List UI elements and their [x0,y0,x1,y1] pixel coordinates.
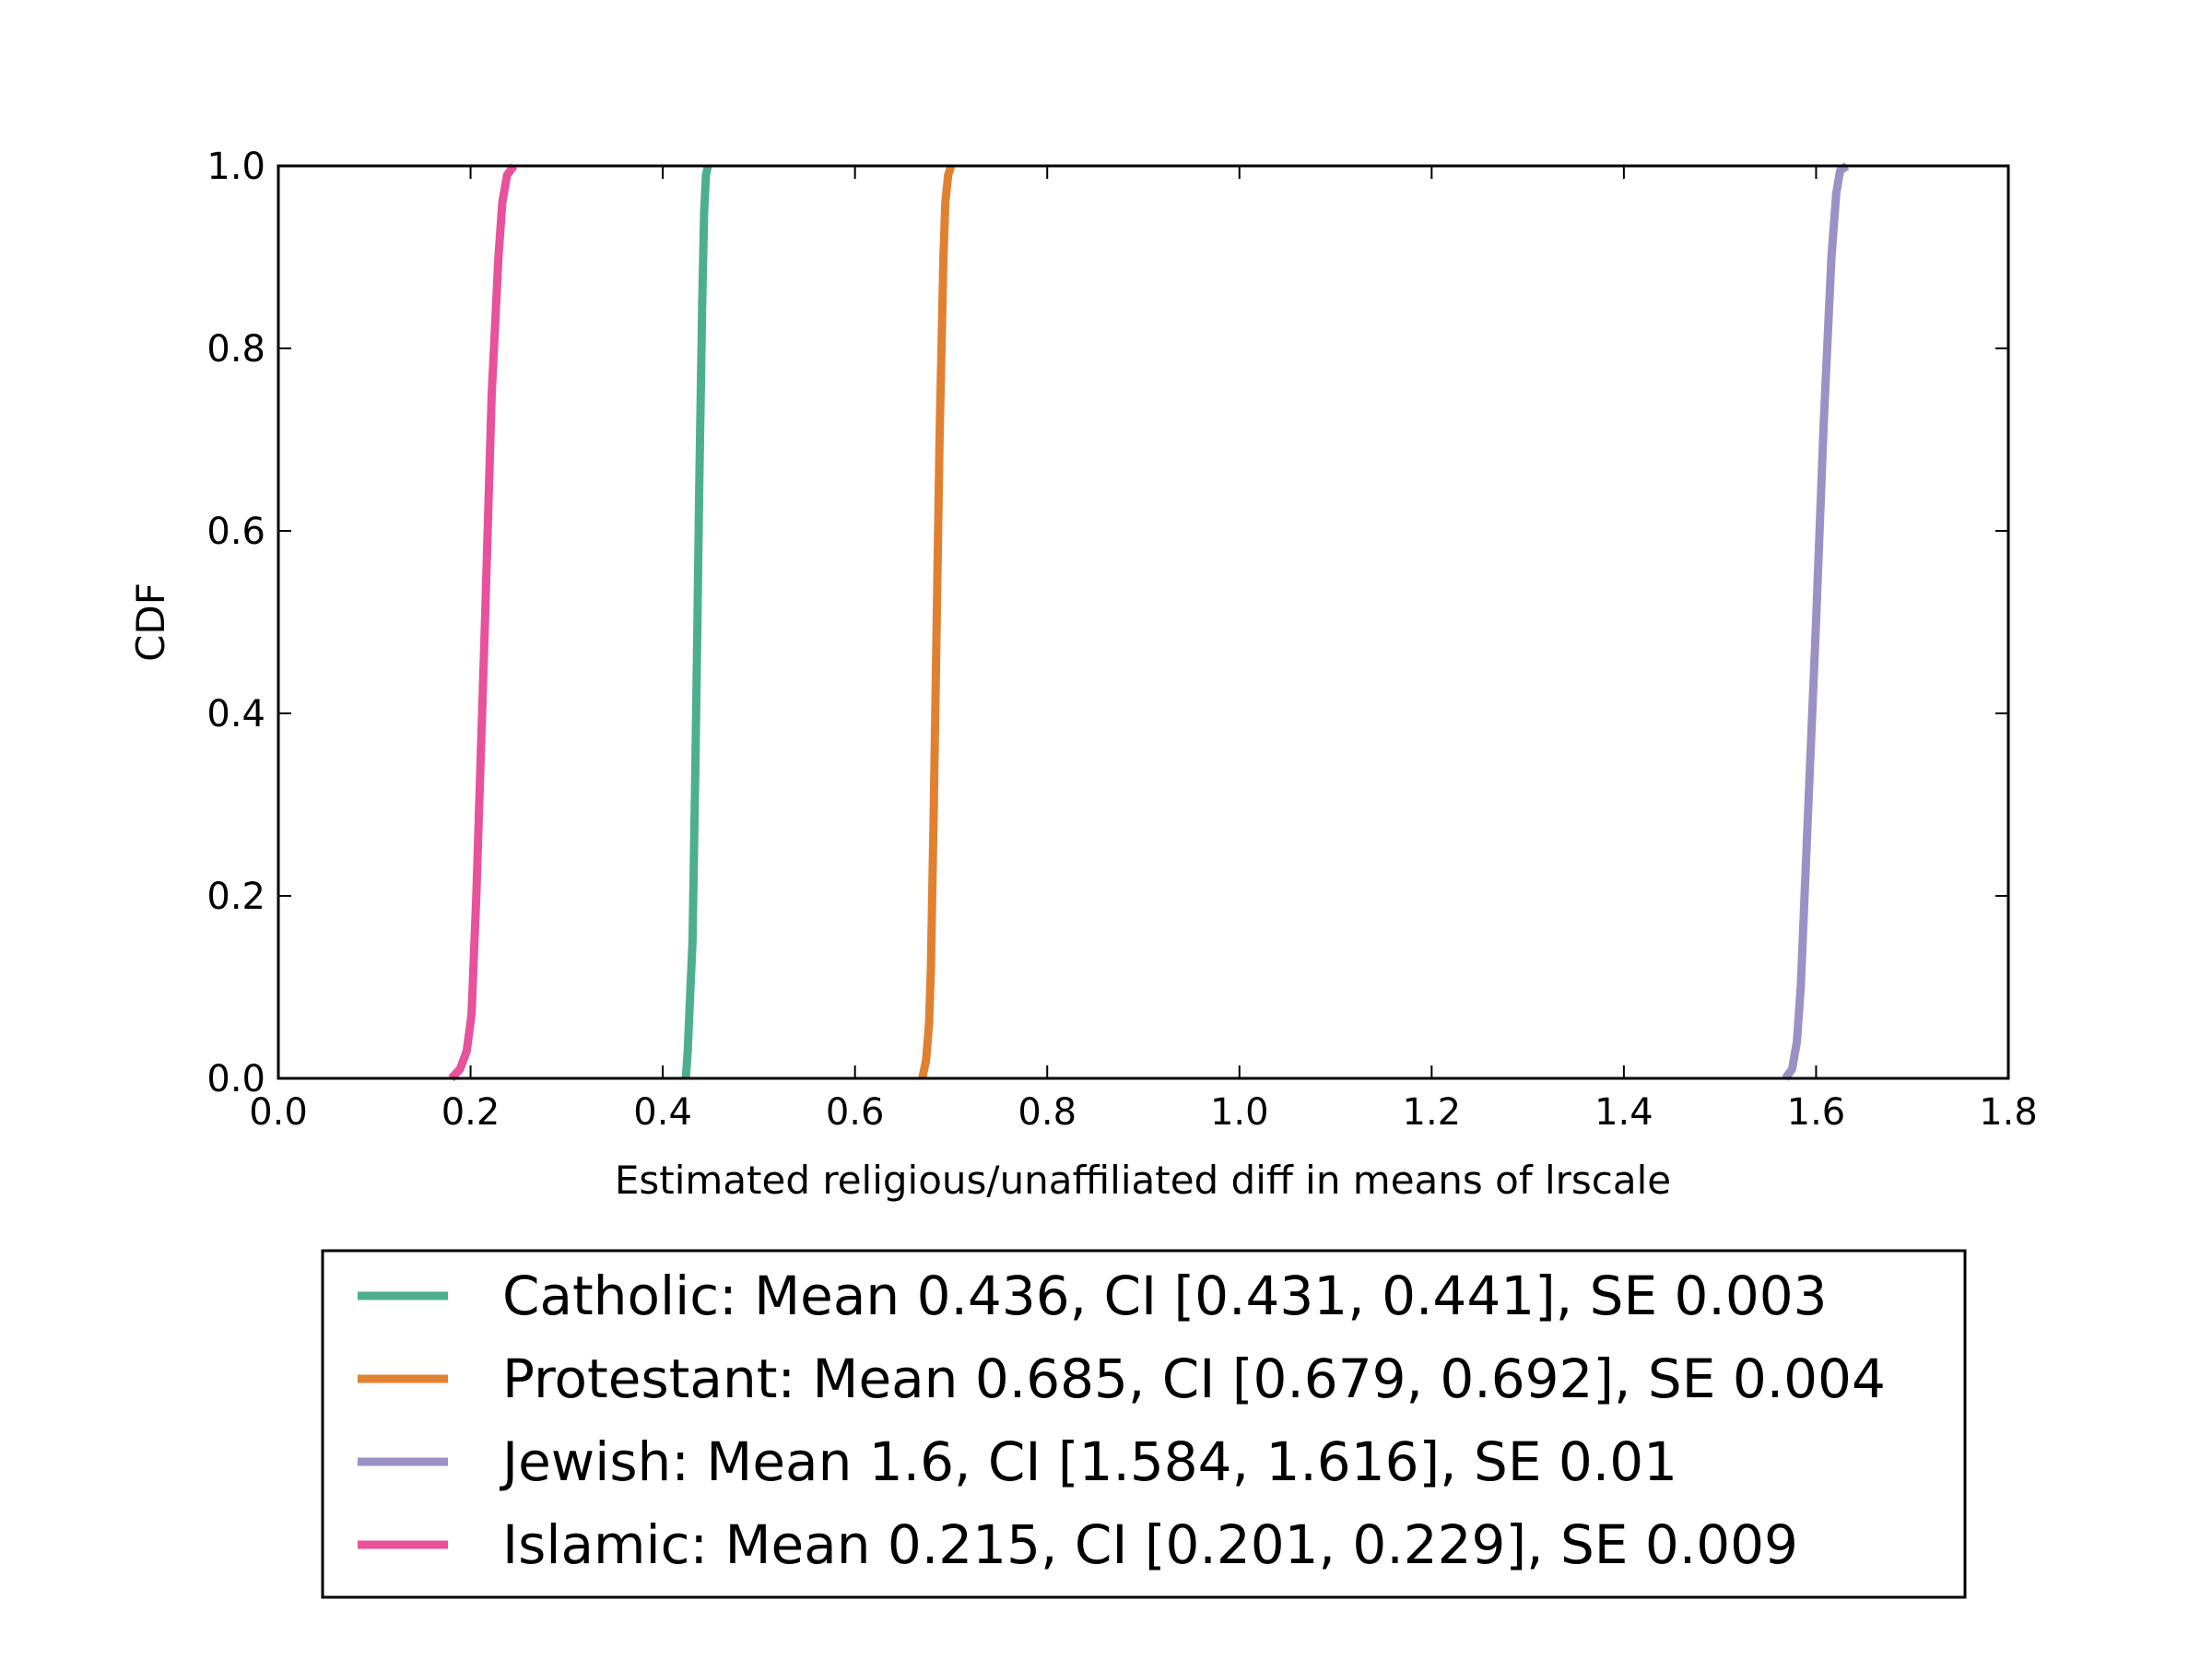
series-line-3 [448,163,518,1082]
y-axis-label: CDF [128,582,173,662]
legend-entry-label: Islamic: Mean 0.215, CI [0.201, 0.229], … [502,1513,1798,1576]
legend-entry-label: Catholic: Mean 0.436, CI [0.431, 0.441],… [502,1265,1828,1327]
legend-box [321,1249,1967,1599]
legend-entry-label: Protestant: Mean 0.685, CI [0.679, 0.692… [502,1347,1886,1410]
x-tick-label: 1.6 [1787,1091,1846,1134]
y-axis-ticks: 0.0 0.2 0.4 0.6 0.8 1.0 [206,146,2008,1100]
x-tick-label: 0.2 [441,1091,500,1134]
x-axis-ticks: 0.0 0.2 0.4 0.6 0.8 1.0 1.2 1.4 1.6 1.8 [249,166,2038,1134]
series-line-1 [918,164,956,1079]
y-tick-label: 0.6 [206,511,265,553]
x-tick-label: 1.4 [1594,1091,1653,1134]
x-tick-label: 0.8 [1018,1091,1077,1134]
x-tick-label: 1.0 [1210,1091,1269,1134]
legend: Catholic: Mean 0.436, CI [0.431, 0.441],… [321,1249,1967,1599]
legend-entries: Catholic: Mean 0.436, CI [0.431, 0.441],… [358,1265,1886,1576]
y-tick-label: 0.8 [206,328,265,371]
plot-frame [276,164,2010,1080]
series-line-2 [1782,162,1850,1081]
y-tick-label: 0.0 [206,1058,265,1100]
x-tick-label: 1.2 [1403,1091,1462,1134]
plot-lines [448,162,1850,1082]
x-axis-label: Estimated religious/unaffiliated diff in… [615,1158,1671,1203]
y-tick-label: 1.0 [206,146,265,188]
x-tick-label: 0.6 [826,1091,885,1134]
x-tick-label: 0.4 [633,1091,692,1134]
x-tick-label: 0.0 [249,1091,308,1134]
y-tick-label: 0.2 [206,876,265,918]
series-line-0 [681,165,712,1079]
x-tick-label: 1.8 [1979,1091,2038,1134]
y-tick-label: 0.4 [206,693,265,735]
legend-entry-label: Jewish: Mean 1.6, CI [1.584, 1.616], SE … [500,1430,1677,1493]
